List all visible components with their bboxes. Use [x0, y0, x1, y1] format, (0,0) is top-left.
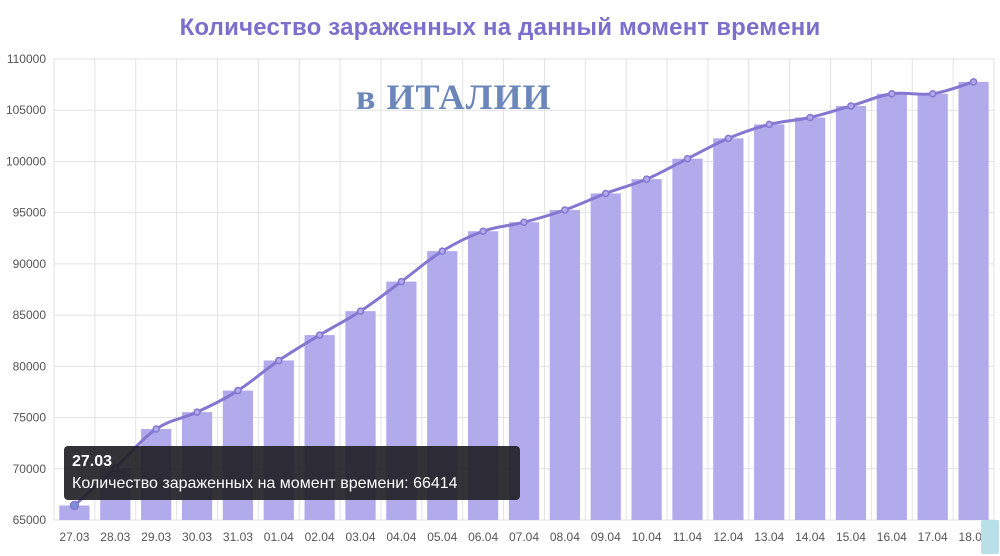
x-tick-label: 01.04	[264, 530, 294, 544]
corner-icon	[981, 520, 999, 554]
tooltip-body: Количество зараженных на момент времени6…	[72, 473, 512, 495]
bar[interactable]	[549, 209, 580, 521]
line-point[interactable]	[642, 175, 651, 183]
line-point[interactable]	[601, 189, 610, 198]
y-tick-label: 100000	[6, 154, 46, 168]
data-tooltip: 27.03 Количество зараженных на момент вр…	[64, 446, 520, 500]
bar[interactable]	[794, 117, 826, 520]
x-tick-label: 04.04	[386, 530, 416, 544]
bar[interactable]	[713, 138, 744, 520]
y-tick-label: 105000	[6, 103, 46, 117]
bar[interactable]	[631, 179, 662, 520]
line-point[interactable]	[888, 90, 896, 98]
x-tick-label: 16.04	[877, 530, 907, 544]
line-point[interactable]	[438, 247, 447, 255]
line-point[interactable]	[397, 277, 406, 286]
bar[interactable]	[59, 505, 90, 520]
bar[interactable]	[958, 81, 989, 520]
line-point[interactable]	[969, 78, 978, 86]
line-point[interactable]	[724, 134, 733, 143]
bar[interactable]	[672, 158, 703, 520]
y-tick-label: 65000	[13, 513, 47, 527]
chart-title: Количество зараженных на данный момент в…	[179, 14, 821, 41]
line-point[interactable]	[234, 386, 242, 395]
line-point[interactable]	[275, 356, 283, 365]
x-tick-label: 07.04	[509, 530, 539, 544]
x-tick-label: 12.04	[713, 530, 743, 544]
x-tick-label: 10.04	[632, 530, 662, 544]
line-point[interactable]	[315, 331, 324, 339]
bar[interactable]	[917, 93, 948, 520]
line-point[interactable]	[806, 113, 814, 122]
bar[interactable]	[754, 124, 785, 520]
line-point[interactable]	[683, 154, 692, 163]
line-point[interactable]	[520, 218, 528, 226]
x-tick-label: 27.03	[59, 530, 89, 544]
x-tick-label: 28.03	[100, 530, 130, 544]
x-tick-label: 30.03	[182, 530, 212, 544]
line-point[interactable]	[928, 90, 937, 98]
line-point[interactable]	[765, 120, 773, 129]
x-tick-label: 15.04	[836, 530, 866, 544]
y-tick-label: 95000	[13, 206, 47, 220]
tooltip-title: 27.03	[72, 453, 113, 470]
x-tick-label: 17.04	[918, 530, 948, 544]
line-point[interactable]	[479, 227, 487, 235]
y-tick-label: 85000	[13, 308, 47, 322]
y-tick-label: 110000	[7, 52, 46, 66]
line-point[interactable]	[847, 102, 855, 110]
x-tick-label: 29.03	[141, 530, 171, 544]
x-tick-label: 06.04	[468, 530, 498, 544]
x-tick-label: 14.04	[795, 530, 825, 544]
line-point[interactable]	[69, 500, 80, 511]
line-point[interactable]	[356, 307, 365, 315]
line-point[interactable]	[193, 408, 201, 416]
x-tick-label: 02.04	[305, 530, 335, 544]
bar[interactable]	[876, 93, 907, 520]
x-tick-label: 08.04	[550, 530, 580, 544]
x-tick-label: 05.04	[427, 530, 457, 544]
y-tick-label: 80000	[13, 359, 47, 373]
tooltip-value: 66414	[413, 475, 458, 492]
x-tick-label: 09.04	[591, 530, 621, 544]
line-point[interactable]	[152, 425, 160, 433]
y-tick-label: 75000	[13, 411, 47, 425]
x-tick-label: 03.04	[346, 530, 376, 544]
x-tick-label: 13.04	[754, 530, 784, 544]
bar[interactable]	[590, 193, 621, 520]
y-tick-label: 70000	[13, 462, 47, 476]
tooltip-label: Количество зараженных на момент времени	[72, 473, 413, 495]
y-tick-label: 90000	[13, 257, 47, 271]
x-tick-label: 11.04	[673, 530, 702, 544]
bar[interactable]	[835, 105, 867, 521]
chart-subtitle: в ИТАЛИИ	[356, 77, 552, 117]
x-tick-label: 31.03	[223, 530, 253, 544]
line-point[interactable]	[561, 206, 569, 214]
